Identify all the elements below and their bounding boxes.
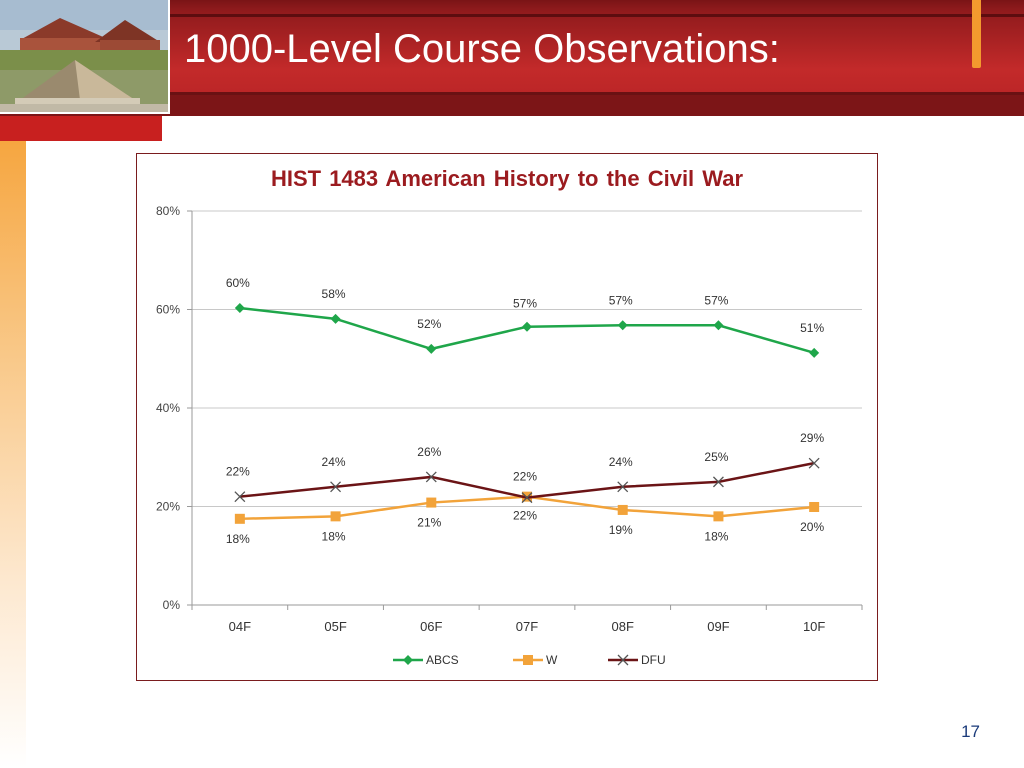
legend-label-dfu: DFU <box>641 653 666 667</box>
legend-marker-dfu <box>617 654 629 666</box>
data-point-w <box>234 513 245 524</box>
data-label-abcs: 60% <box>226 276 250 290</box>
chart-title: HIST 1483 American History to the Civil … <box>270 166 744 191</box>
data-point-abcs <box>234 303 245 314</box>
data-point-dfu <box>712 476 724 488</box>
data-label-w: 18% <box>322 529 346 543</box>
data-point-dfu <box>521 492 533 504</box>
header-red-tab <box>0 116 162 141</box>
data-label-dfu: 24% <box>609 455 633 469</box>
data-label-w: 18% <box>226 532 250 546</box>
data-point-dfu <box>425 471 437 483</box>
data-label-w: 22% <box>513 509 537 523</box>
data-label-dfu: 26% <box>417 445 441 459</box>
y-tick-label: 60% <box>156 303 180 317</box>
left-gradient-stripe <box>0 141 26 768</box>
chart-frame <box>136 153 878 681</box>
campus-photo-illustration <box>0 0 168 112</box>
x-tick-label: 09F <box>707 619 729 634</box>
data-label-w: 20% <box>800 520 824 534</box>
x-tick-label: 06F <box>420 619 442 634</box>
data-point-w <box>330 511 341 522</box>
data-label-abcs: 57% <box>513 297 537 311</box>
data-point-dfu <box>330 481 342 493</box>
x-tick-label: 07F <box>516 619 538 634</box>
legend-marker-w <box>523 655 533 665</box>
legend-label-w: W <box>546 653 558 667</box>
data-point-abcs <box>809 347 820 358</box>
data-label-dfu: 24% <box>322 455 346 469</box>
data-point-abcs <box>522 321 532 332</box>
y-tick-label: 0% <box>163 598 181 612</box>
data-label-dfu: 29% <box>800 431 824 445</box>
y-tick-label: 80% <box>156 204 180 218</box>
data-label-w: 19% <box>609 523 633 537</box>
data-label-w: 18% <box>704 529 728 543</box>
data-point-dfu <box>617 481 629 493</box>
header-bottom-rule <box>170 92 1024 95</box>
y-tick-label: 20% <box>156 500 180 514</box>
x-tick-label: 05F <box>324 619 346 634</box>
data-label-dfu: 25% <box>704 450 728 464</box>
data-point-abcs <box>330 313 341 324</box>
data-point-w <box>426 497 437 508</box>
data-point-w <box>617 504 628 515</box>
data-label-abcs: 51% <box>800 321 824 335</box>
x-tick-label: 04F <box>229 619 251 634</box>
data-point-w <box>713 511 724 522</box>
data-label-abcs: 57% <box>704 293 728 307</box>
orange-accent-bar <box>972 0 981 68</box>
slide-title: 1000-Level Course Observations: <box>184 27 780 71</box>
data-point-abcs <box>617 320 628 331</box>
x-tick-label: 10F <box>803 619 825 634</box>
data-label-w: 21% <box>417 516 441 530</box>
header-underbar <box>0 95 1024 116</box>
data-label-abcs: 58% <box>322 287 346 301</box>
legend-label-abcs: ABCS <box>426 653 459 667</box>
data-label-abcs: 52% <box>417 317 441 331</box>
page-number: 17 <box>961 722 980 741</box>
data-point-dfu <box>234 491 246 503</box>
y-tick-label: 40% <box>156 401 180 415</box>
legend-marker-abcs <box>403 655 413 665</box>
data-point-abcs <box>713 320 724 331</box>
campus-photo <box>0 0 170 114</box>
data-label-abcs: 57% <box>609 293 633 307</box>
x-tick-label: 08F <box>612 619 634 634</box>
header-top-rule <box>170 14 1024 17</box>
data-point-w <box>809 501 820 512</box>
data-label-dfu: 22% <box>513 470 537 484</box>
data-label-dfu: 22% <box>226 465 250 479</box>
data-point-dfu <box>808 457 820 469</box>
data-point-abcs <box>426 343 437 354</box>
